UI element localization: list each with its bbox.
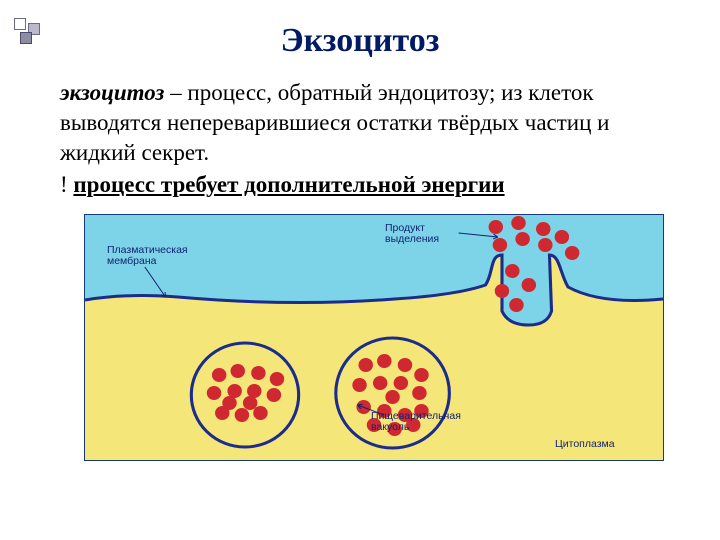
deco-sq-1 [14, 18, 26, 30]
note-emphasis: процесс требует дополнительной энергии [73, 172, 504, 197]
label-membrane: Плазматическая мембрана [107, 245, 188, 267]
note-prefix: ! [60, 172, 73, 197]
label-cytoplasm: Цитоплазма [555, 439, 615, 450]
exocytosis-diagram: Плазматическая мембрана Продукт выделени… [85, 215, 663, 460]
definition-text: экзоцитоз – процесс, обратный эндоцитозу… [0, 78, 720, 200]
label-vacuole: Пищеварительная вакуоль [371, 411, 461, 433]
term: экзоцитоз [60, 80, 164, 105]
label-product: Продукт выделения [385, 223, 439, 245]
page-title: Экзоцитоз [0, 0, 720, 78]
deco-sq-3 [20, 32, 32, 44]
diagram-container: Плазматическая мембрана Продукт выделени… [84, 214, 664, 461]
corner-decoration [14, 18, 42, 46]
